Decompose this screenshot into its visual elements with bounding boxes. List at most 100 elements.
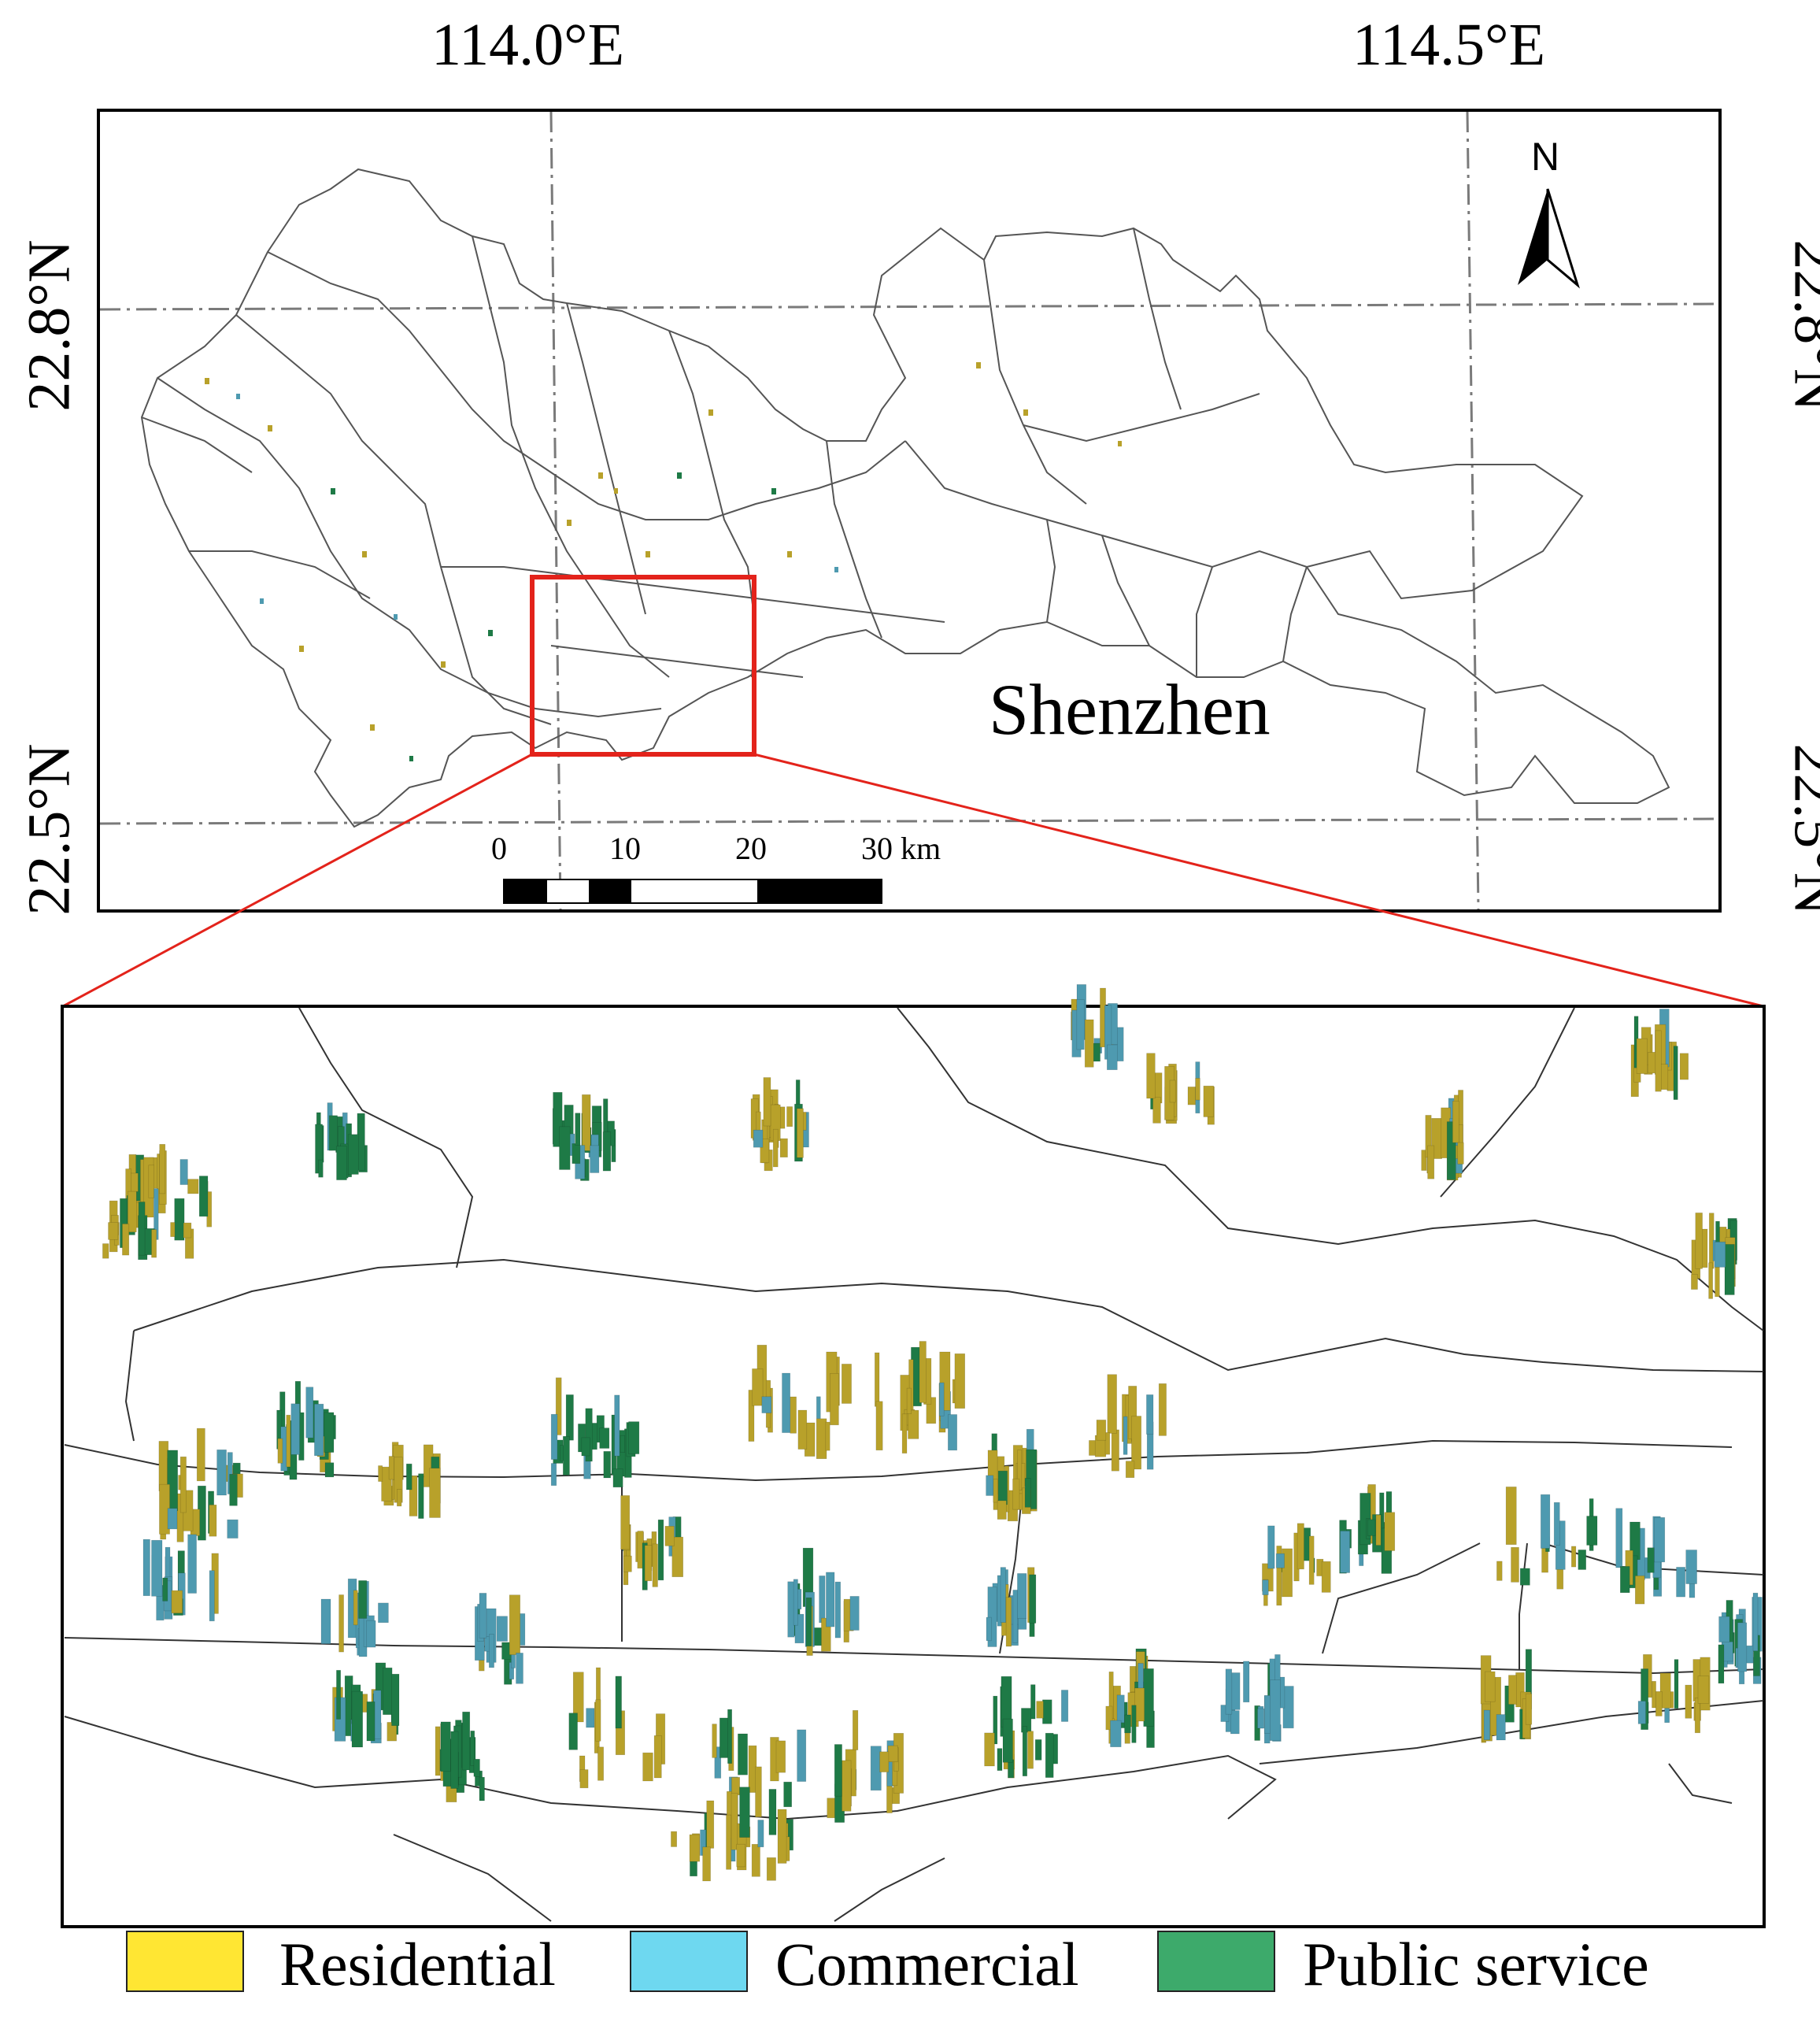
building-bar <box>614 1394 620 1457</box>
building-bar <box>1421 1150 1427 1171</box>
building-bar <box>1107 1044 1118 1071</box>
building-bar <box>719 1717 729 1758</box>
building-bar <box>1158 1383 1167 1436</box>
building-bar <box>1012 1590 1018 1644</box>
building-bar <box>826 1572 835 1627</box>
building-bar <box>1029 1574 1037 1624</box>
building-bar <box>602 1131 612 1172</box>
building-bar <box>1375 1514 1382 1546</box>
legend-residential: Residential <box>126 1930 598 1998</box>
building-bar <box>170 1222 176 1238</box>
building-bar <box>1511 1546 1519 1583</box>
building-bar <box>358 1580 368 1619</box>
building-bar <box>366 1620 376 1648</box>
legend-public-service: Public service <box>1157 1930 1708 1998</box>
building-bar <box>906 1387 912 1414</box>
building-bar <box>834 1581 841 1639</box>
building-bar <box>209 1570 215 1622</box>
building-bar <box>171 1590 183 1614</box>
building-bar <box>1042 1699 1052 1724</box>
building-bar <box>1061 1690 1069 1722</box>
legend-swatch-public-service <box>1157 1931 1275 1992</box>
building-bar <box>1485 1671 1496 1702</box>
building-bar <box>597 1746 605 1781</box>
connector-right <box>753 753 1764 1008</box>
building-bar <box>1111 1429 1119 1472</box>
building-bar <box>751 1844 760 1877</box>
building-bar <box>1571 1546 1577 1568</box>
building-bar <box>559 1126 571 1170</box>
building-bar <box>653 1735 662 1779</box>
scale-bar <box>503 879 882 904</box>
building-bar <box>388 1456 395 1480</box>
building-bar <box>1695 1213 1703 1269</box>
building-bar <box>1024 1478 1031 1508</box>
building-bar <box>1519 1568 1530 1586</box>
building-bar <box>1146 1053 1156 1099</box>
building-bar <box>572 1672 584 1723</box>
building-bar <box>919 1341 927 1403</box>
building-bar <box>753 1129 764 1148</box>
building-bar <box>1620 1566 1630 1594</box>
building-bar <box>1146 1394 1154 1435</box>
building-bar <box>816 1418 827 1460</box>
building-bar <box>712 1724 717 1758</box>
building-bar <box>1152 1097 1161 1124</box>
building-bar <box>879 1751 890 1772</box>
building-bar <box>318 1159 324 1178</box>
building-bar <box>775 1740 786 1773</box>
building-bar <box>1452 1101 1459 1143</box>
building-bar <box>1679 1053 1689 1080</box>
building-bar <box>151 1539 163 1597</box>
building-bar <box>409 1476 418 1516</box>
building-bar <box>1116 1694 1125 1724</box>
building-bar <box>179 1456 187 1513</box>
building-bar <box>1676 1567 1685 1598</box>
building-bar <box>1123 1416 1128 1455</box>
graticule-lines <box>99 111 1719 910</box>
building-bar <box>1225 1668 1233 1715</box>
building-bar <box>1636 1038 1648 1074</box>
building-bar <box>187 1179 199 1194</box>
building-bar <box>1195 1078 1200 1101</box>
detail-boundaries <box>64 1007 1764 1922</box>
building-bar <box>582 1094 591 1151</box>
building-bar <box>1230 1710 1240 1735</box>
building-bar <box>642 1752 653 1782</box>
building-bar <box>405 1463 412 1490</box>
building-bar <box>162 1577 168 1602</box>
building-bar <box>757 1820 764 1848</box>
building-bar <box>819 1576 826 1624</box>
building-bar <box>496 1616 508 1642</box>
building-bar <box>550 1413 558 1460</box>
building-bar <box>821 1617 831 1652</box>
building-bar <box>1694 1698 1700 1734</box>
building-bar <box>842 1364 852 1404</box>
building-bar <box>366 1701 375 1742</box>
building-bar <box>1270 1679 1281 1742</box>
building-bar <box>853 1710 859 1750</box>
building-bar <box>418 1473 424 1519</box>
building-bar <box>1017 1450 1023 1491</box>
building-bar <box>158 1441 169 1492</box>
building-bar <box>509 1594 521 1655</box>
building-bar <box>1525 1693 1533 1725</box>
building-bar <box>102 1243 109 1259</box>
legend-commercial: Commercial <box>630 1930 1134 1998</box>
building-bar <box>1124 1714 1131 1734</box>
building-bar <box>1308 1535 1315 1585</box>
building-bar <box>1659 1672 1671 1709</box>
building-bar <box>290 1403 300 1455</box>
building-bar <box>1685 1550 1697 1584</box>
building-bar <box>1635 1576 1645 1605</box>
legend-swatch-commercial <box>630 1931 748 1992</box>
building-bar <box>620 1495 631 1550</box>
building-bar <box>797 1729 807 1782</box>
building-bar <box>216 1450 227 1496</box>
building-bar <box>644 1545 653 1582</box>
building-bar <box>553 1092 563 1147</box>
building-bar <box>755 1766 762 1817</box>
building-bar <box>565 1394 574 1441</box>
building-bar <box>179 1159 188 1185</box>
